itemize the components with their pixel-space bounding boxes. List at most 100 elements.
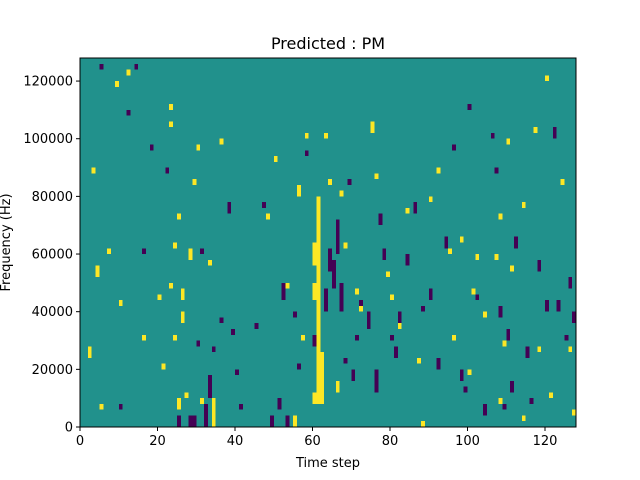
y-tick-label: 120000 (23, 75, 73, 90)
heatmap-cell-low (285, 415, 290, 427)
x-tick-label: 0 (76, 434, 84, 449)
heatmap-cell-low (397, 311, 402, 324)
heatmap-cell-low (475, 294, 480, 301)
heatmap-cell-low (506, 328, 511, 341)
heatmap-cell-low (545, 300, 549, 312)
heatmap-cell-high (180, 288, 185, 301)
heatmap-cell-low (277, 398, 282, 410)
heatmap-cell-high (421, 421, 425, 427)
x-tick-label: 80 (382, 434, 399, 449)
heatmap-cell-low (355, 334, 359, 341)
heatmap-cell-low (378, 213, 383, 226)
heatmap-cell-low (165, 167, 170, 174)
heatmap-cell-high (405, 207, 410, 214)
heatmap-cell-high (180, 311, 185, 324)
heatmap-cell-high (471, 288, 476, 295)
y-tick-label: 100000 (23, 132, 73, 147)
y-axis-label: Frequency (Hz) (0, 193, 14, 291)
heatmap-cell-low (235, 369, 239, 376)
heatmap-cell-low (99, 63, 104, 70)
heatmap-cell-low (118, 403, 123, 410)
y-tick-label: 40000 (32, 305, 73, 320)
heatmap-cell-high (312, 282, 317, 301)
heatmap-cell-high (320, 352, 325, 404)
heatmap-cell-low (281, 282, 286, 301)
heatmap-cell-low (343, 357, 348, 364)
heatmap-cell-high (99, 403, 104, 410)
heatmap-cell-low (262, 202, 266, 208)
heatmap-cell-high (324, 132, 328, 139)
heatmap-cell-high (211, 398, 216, 427)
heatmap-cell-low (126, 109, 131, 116)
heatmap-cell-high (506, 138, 511, 145)
heatmap-cell-low (382, 248, 387, 260)
heatmap-cell-low (537, 259, 542, 272)
heatmap-cell-high (343, 242, 348, 249)
heatmap-cell-low (269, 415, 274, 427)
heatmap-cell-low (207, 375, 212, 399)
heatmap-cell-low (254, 323, 259, 329)
heatmap-cell-low (200, 248, 204, 255)
heatmap-cell-high (374, 173, 379, 180)
x-tick-label: 60 (304, 434, 321, 449)
heatmap-cell-high (355, 288, 359, 295)
heatmap-cell-high (448, 248, 452, 255)
heatmap-cell-high (502, 340, 507, 347)
heatmap-cell-high (397, 323, 402, 329)
heatmap-cell-low (211, 346, 216, 353)
heatmap-cell-low (502, 403, 507, 410)
heatmap-cell-high (114, 81, 119, 87)
heatmap-cell-low (467, 104, 472, 110)
y-tick-label: 0 (65, 421, 73, 436)
heatmap-cell-high (483, 311, 487, 318)
heatmap-cell-high (173, 334, 177, 341)
heatmap-cell-high (475, 254, 480, 260)
heatmap-cell-low (219, 317, 224, 324)
heatmap-cell-high (533, 127, 538, 133)
heatmap-cell-low (204, 403, 208, 427)
heatmap-cell-high (498, 213, 503, 220)
heatmap-cell-high (87, 346, 92, 358)
heatmap-cell-high (285, 282, 290, 289)
heatmap-cell-high (161, 363, 166, 370)
heatmap-cell-low (238, 403, 243, 410)
heatmap-cell-low (572, 311, 576, 324)
heatmap-cell-low (568, 277, 573, 289)
y-tick-label: 60000 (32, 248, 73, 263)
heatmap-cell-high (300, 334, 305, 341)
heatmap-cell-low (390, 334, 394, 341)
heatmap-cell-high (273, 156, 278, 162)
heatmap-cell-high (417, 357, 421, 364)
heatmap-cell-high (297, 184, 301, 197)
heatmap-cell-high (107, 248, 111, 255)
heatmap-cell-high (169, 282, 173, 289)
heatmap-cell-low (134, 63, 139, 70)
heatmap-cell-high (169, 104, 173, 110)
heatmap-cell-high (452, 334, 456, 341)
heatmap-cell-high (91, 167, 96, 174)
heatmap-cell-low (405, 254, 410, 266)
x-tick-label: 120 (533, 434, 558, 449)
heatmap-cell-low (436, 357, 441, 370)
heatmap-cell-low (552, 127, 557, 139)
heatmap-cell-high (176, 213, 181, 220)
heatmap-background (80, 58, 576, 427)
heatmap-cell-low (328, 248, 332, 272)
heatmap-cell-low (142, 248, 146, 255)
heatmap-cell-low (366, 311, 371, 329)
heatmap-cell-high (390, 294, 394, 301)
heatmap-cell-low (525, 346, 530, 358)
heatmap-cell-high (560, 179, 565, 185)
heatmap-cell-high (572, 409, 576, 416)
heatmap-cell-low (483, 403, 487, 416)
heatmap-cell-low (331, 259, 336, 289)
heatmap-cell-high (436, 167, 441, 174)
heatmap-cell-high (537, 346, 542, 353)
heatmap-cell-high (207, 259, 212, 266)
heatmap-cell-low (564, 334, 569, 341)
heatmap-cell-high (370, 121, 375, 128)
heatmap-cell-high (312, 392, 317, 404)
heatmap-cell-high (316, 196, 321, 404)
y-axis: 0 20000 40000 60000 80000 100000 120000 (23, 75, 80, 436)
